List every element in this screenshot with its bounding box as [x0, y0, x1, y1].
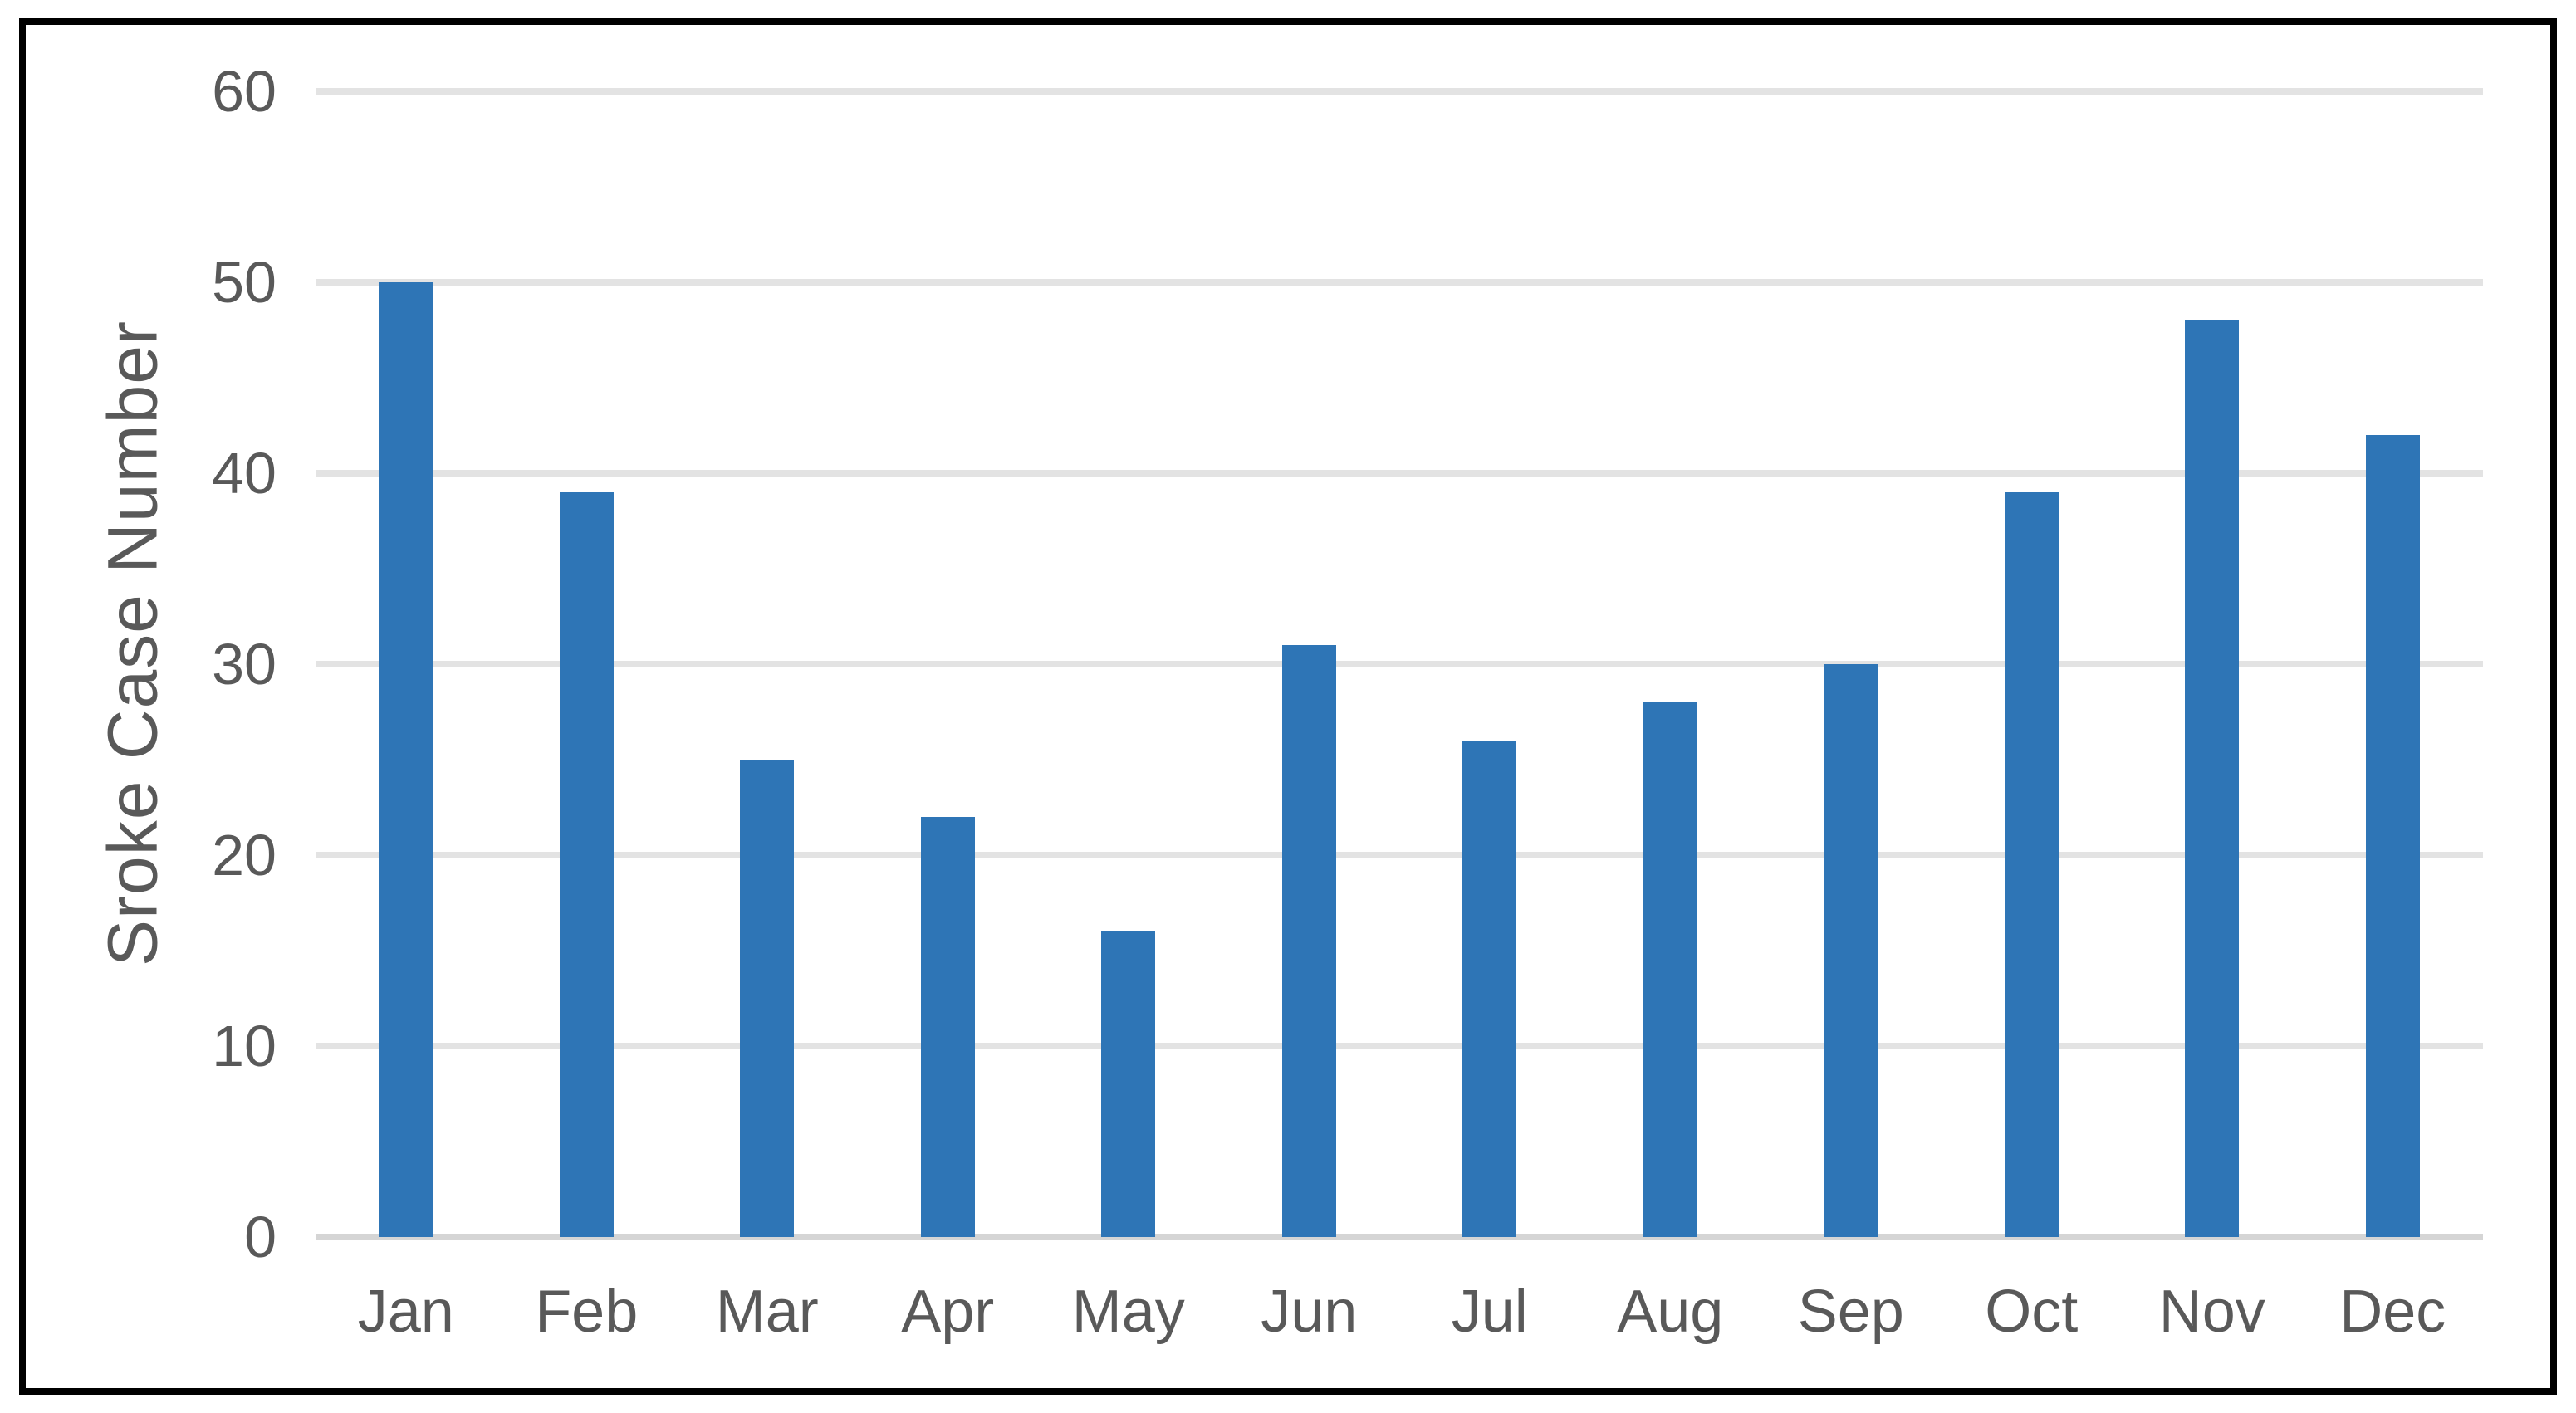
x-tick-label-mar: Mar	[715, 1279, 819, 1345]
bar-nov	[2185, 320, 2240, 1237]
x-tick-label-jul: Jul	[1451, 1279, 1528, 1345]
y-tick-label-0: 0	[244, 1205, 277, 1269]
y-tick-label-10: 10	[212, 1014, 277, 1078]
x-tick-label-feb: Feb	[535, 1279, 639, 1345]
bar-mar	[740, 760, 795, 1237]
x-tick-label-dec: Dec	[2339, 1279, 2446, 1345]
x-tick-label-jan: Jan	[357, 1279, 454, 1345]
gridline-20	[316, 852, 2483, 858]
y-tick-label-40: 40	[212, 441, 277, 506]
y-tick-label-60: 60	[212, 59, 277, 124]
bar-aug	[1643, 702, 1697, 1237]
x-tick-label-nov: Nov	[2158, 1279, 2265, 1345]
gridline-60	[316, 88, 2483, 95]
x-tick-label-may: May	[1071, 1279, 1185, 1345]
y-tick-label-20: 20	[212, 823, 277, 887]
x-tick-label-jun: Jun	[1261, 1279, 1358, 1345]
x-tick-label-aug: Aug	[1617, 1279, 1724, 1345]
bar-dec	[2365, 435, 2420, 1237]
x-tick-label-apr: Apr	[901, 1279, 995, 1345]
bar-jan	[379, 282, 433, 1237]
x-tick-label-sep: Sep	[1797, 1279, 1904, 1345]
bar-jun	[1281, 645, 1336, 1237]
gridline-30	[316, 661, 2483, 667]
x-tick-label-oct: Oct	[1985, 1279, 2079, 1345]
gridline-10	[316, 1043, 2483, 1049]
bar-apr	[920, 817, 975, 1237]
y-tick-label-30: 30	[212, 632, 277, 697]
gridline-40	[316, 470, 2483, 477]
x-axis-line	[316, 1234, 2483, 1240]
bar-oct	[2004, 492, 2059, 1237]
bar-feb	[559, 492, 614, 1237]
y-tick-label-50: 50	[212, 250, 277, 315]
gridline-50	[316, 279, 2483, 286]
bar-may	[1101, 931, 1156, 1237]
bar-jul	[1462, 741, 1517, 1237]
bar-sep	[1824, 664, 1878, 1237]
